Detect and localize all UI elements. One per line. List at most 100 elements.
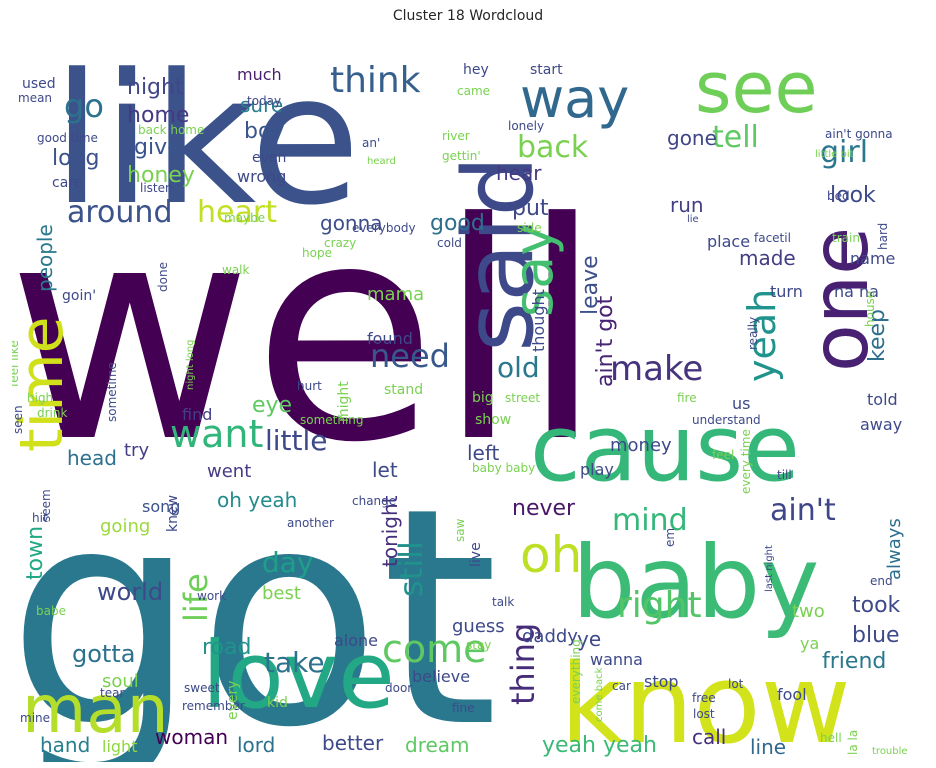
word-leave: leave xyxy=(578,255,603,315)
word-go: go xyxy=(64,87,104,125)
word-tonight: tonight xyxy=(378,495,402,567)
word-house: house xyxy=(863,291,877,327)
word-turn: turn xyxy=(770,282,803,301)
word-hit: hit xyxy=(32,511,48,525)
word-mind: mind xyxy=(612,503,688,538)
word-love: love xyxy=(202,622,395,729)
word-free: free xyxy=(692,691,716,705)
word-lost: lost xyxy=(693,707,715,721)
word-wanna: wanna xyxy=(590,650,643,669)
word-stop: stop xyxy=(644,672,679,691)
word-sometime: sometime xyxy=(105,362,119,422)
word-hey: hey xyxy=(463,62,489,78)
word-trouble: trouble xyxy=(872,746,908,757)
word-find: find xyxy=(182,405,212,424)
word-got: got xyxy=(12,444,499,762)
word-big: big xyxy=(472,390,494,406)
word-hell: hell xyxy=(820,731,842,745)
word-always: always xyxy=(884,518,905,580)
word-last-night: last night xyxy=(764,545,775,592)
word-friend: friend xyxy=(822,649,886,674)
word-an: an' xyxy=(362,136,380,150)
word-goin: goin' xyxy=(62,288,96,304)
word-hear: hear xyxy=(496,161,542,185)
word-night-long: night long xyxy=(185,340,196,390)
word-street: street xyxy=(505,391,540,405)
wordcloud: well got like know cause baby love said see one ma… xyxy=(12,32,922,762)
word-gotta: gotta xyxy=(72,640,135,668)
word-us: us xyxy=(732,394,750,413)
word-keep: keep xyxy=(865,309,890,362)
word-em: em xyxy=(663,528,677,547)
word-man: man xyxy=(22,671,169,748)
word-give: give xyxy=(134,135,181,160)
word-river: river xyxy=(442,129,470,143)
word-yeah-yeah: yeah yeah xyxy=(542,733,657,758)
word-wrong: wrong xyxy=(237,167,286,186)
word-never: never xyxy=(512,496,576,521)
word-train: train xyxy=(832,231,860,245)
word-ain-t: ain't xyxy=(770,493,836,528)
word-another: another xyxy=(287,516,334,530)
word-alone: alone xyxy=(334,631,378,650)
word-bed: bed xyxy=(827,189,850,203)
word-back-home: back home xyxy=(138,123,204,137)
word-well: well xyxy=(12,159,604,508)
word-ain-t-got: ain't got xyxy=(593,295,618,387)
word-na-na: na na xyxy=(834,282,879,301)
word-see: see xyxy=(695,47,818,129)
word-understand: understand xyxy=(692,413,761,427)
word-seem: seem xyxy=(39,489,53,522)
word-old: old xyxy=(497,351,540,384)
word-end: end xyxy=(870,574,893,588)
word-soul: soul xyxy=(102,671,139,692)
word-lonely: lonely xyxy=(508,119,544,133)
word-start: start xyxy=(530,62,563,78)
word-came: came xyxy=(457,84,490,98)
word-eye: eye xyxy=(252,393,292,418)
word-woman: woman xyxy=(155,725,228,749)
word-done: done xyxy=(156,262,170,292)
word-day: day xyxy=(262,546,314,579)
word-oh-yeah: oh yeah xyxy=(217,488,297,512)
word-away: away xyxy=(860,415,902,434)
word-door: door xyxy=(385,681,412,695)
word-night: night xyxy=(127,75,184,100)
word-blue: blue xyxy=(852,623,900,648)
word-lord: lord xyxy=(237,733,275,757)
word-hurt: hurt xyxy=(297,379,322,393)
word-ye: ye xyxy=(577,627,601,651)
word-hope: hope xyxy=(302,246,332,260)
word-live: live xyxy=(468,542,484,567)
word-let: let xyxy=(372,458,398,482)
word-best: best xyxy=(262,583,301,604)
wordcloud-canvas: wellgotlikeknowcausebabylovesaidseeonema… xyxy=(12,36,908,762)
word-fool: fool xyxy=(777,685,807,704)
word-sweet: sweet xyxy=(184,681,220,695)
word-side: side xyxy=(517,221,542,235)
word-oh: oh xyxy=(520,526,582,584)
word-sure: sure xyxy=(240,93,283,117)
word-ain-t-gonna: ain't gonna xyxy=(825,127,893,141)
word-talk: talk xyxy=(492,595,514,609)
word-world: world xyxy=(97,578,163,606)
word-cause: cause xyxy=(530,395,800,502)
word-left: left xyxy=(467,441,500,465)
word-today: today xyxy=(247,94,281,108)
word-change: change xyxy=(352,494,396,508)
word-told: told xyxy=(867,390,898,409)
word-ya: ya xyxy=(800,634,819,653)
word-like: like xyxy=(52,36,361,245)
word-fine: fine xyxy=(452,701,475,715)
word-every-time: every time xyxy=(739,429,753,494)
word-hard: hard xyxy=(876,223,890,250)
word-call: call xyxy=(692,725,726,749)
word-heard: heard xyxy=(367,156,396,167)
word-tear: tear xyxy=(100,686,124,700)
word-lot: lot xyxy=(728,677,744,691)
word-mean: mean xyxy=(18,91,52,105)
word-line: line xyxy=(750,735,786,759)
word-try: try xyxy=(124,440,149,461)
word-fire: fire xyxy=(677,391,697,405)
word-stay: stay xyxy=(466,638,491,652)
